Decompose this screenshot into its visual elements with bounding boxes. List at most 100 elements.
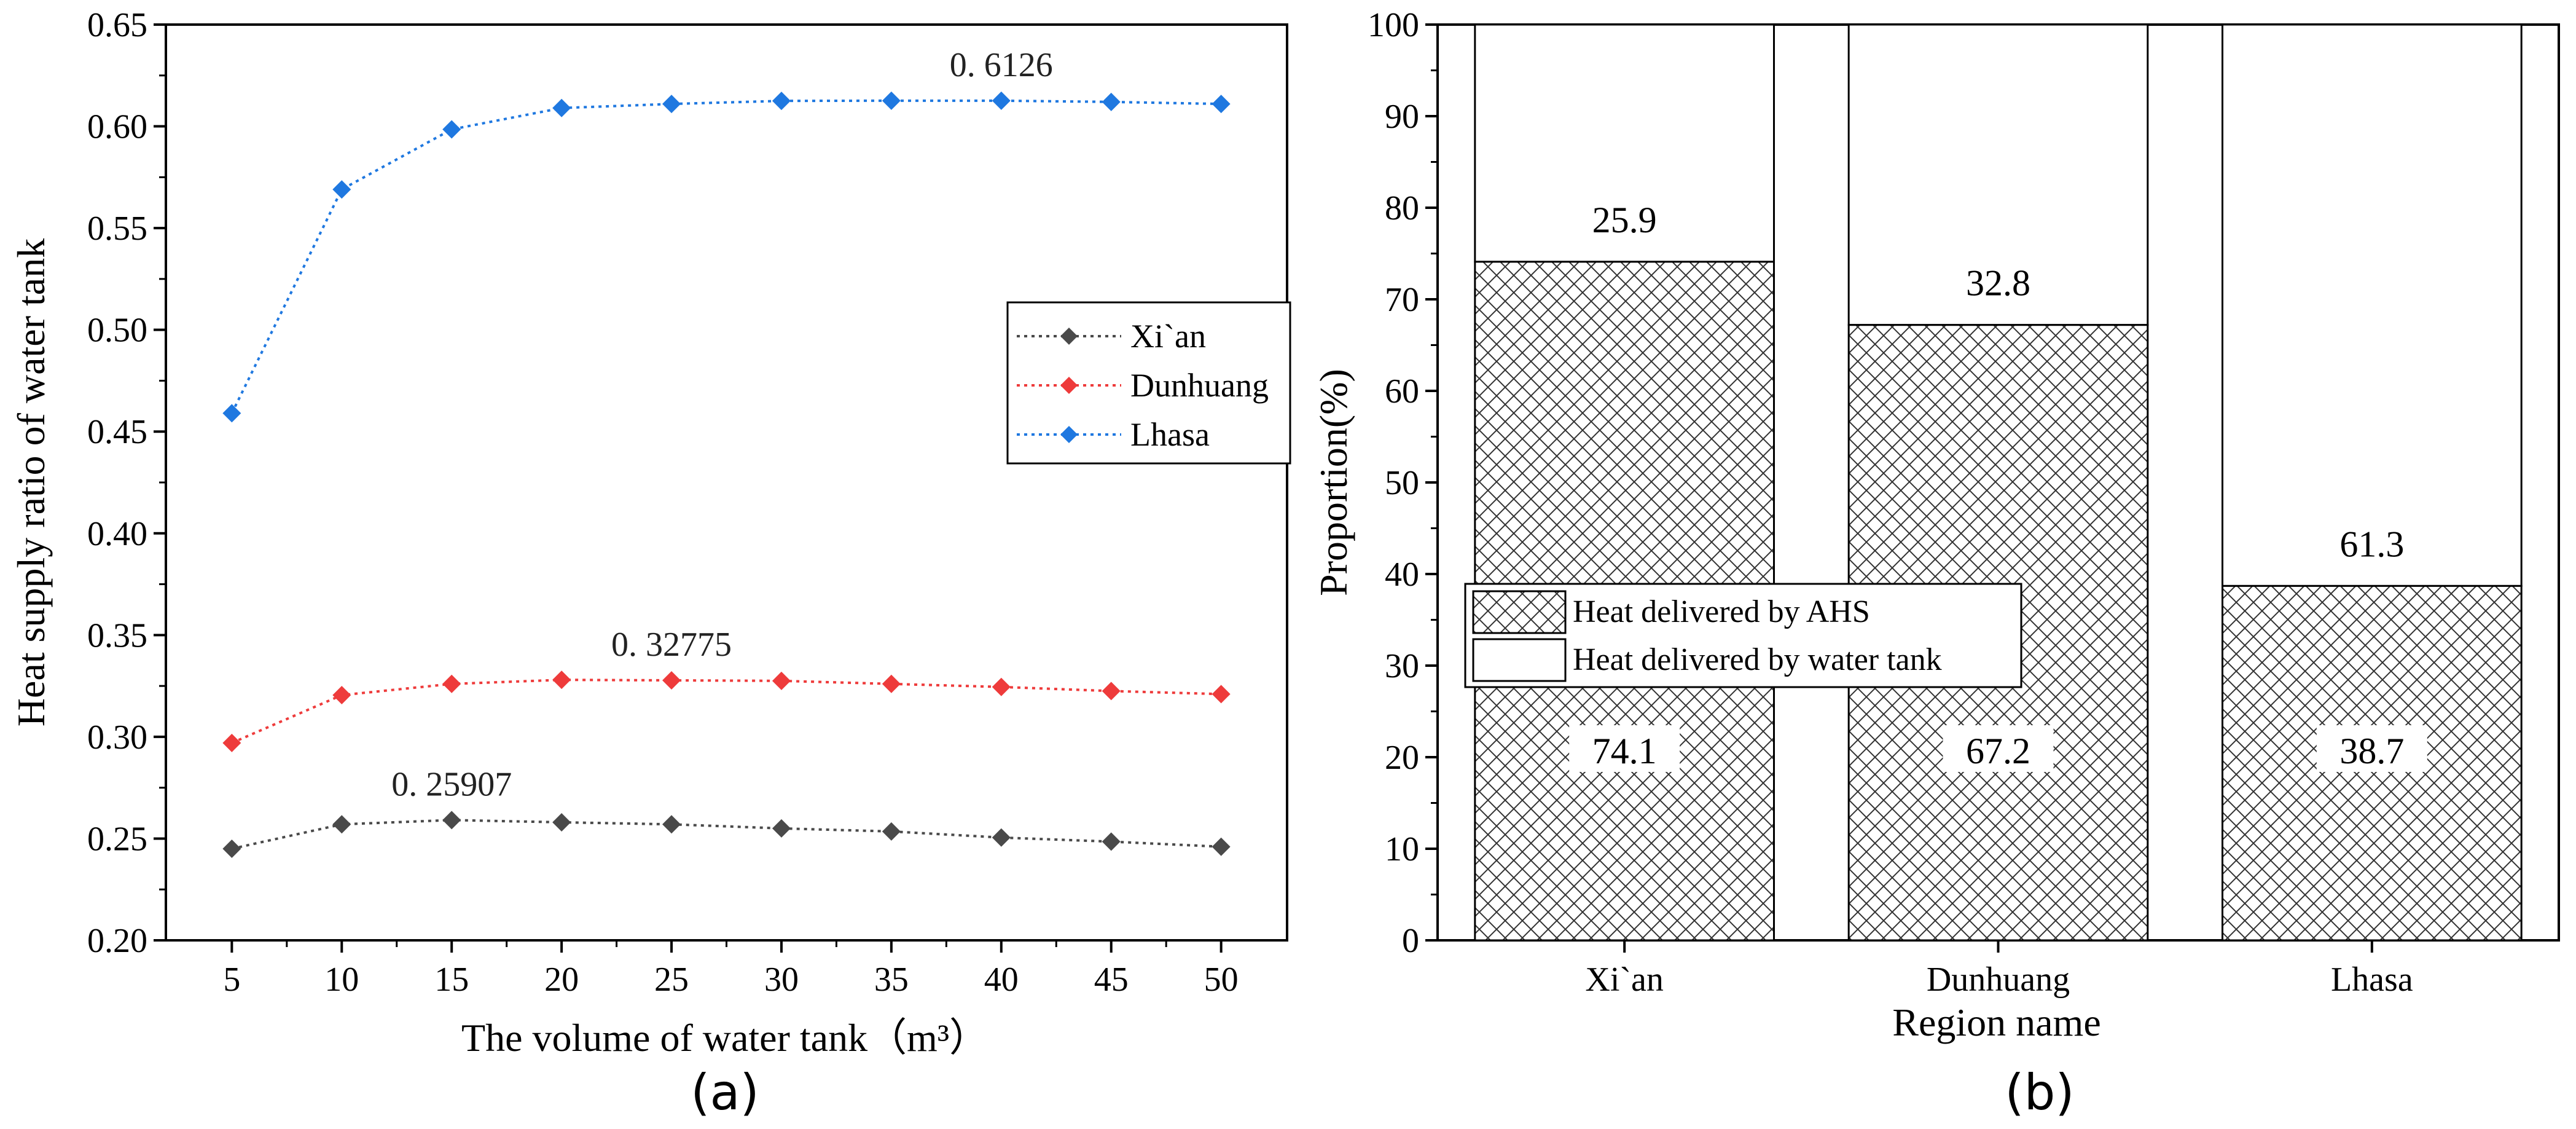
y-tick-label-b: 40: [1385, 556, 1419, 594]
data-point-dunhuang: [332, 686, 351, 705]
x-tick-label-a: 15: [434, 961, 469, 999]
bar-label-ahs-lhasa: 38.7: [2339, 731, 2404, 771]
y-axis-label-b: Proportion(%): [1312, 369, 1355, 596]
y-tick-label-a: 0.40: [87, 515, 147, 553]
line-chart-panel-a: 0.20 0.25 0.30 0.35 0.40 0.45 0.50 0.55 0.60 0.65…: [9, 6, 1291, 1121]
x-tick-label-a: 20: [544, 961, 579, 999]
y-tick-label-b: 90: [1385, 98, 1419, 136]
y-tick-label-b: 0: [1402, 922, 1419, 960]
x-tick-label-a: 30: [764, 961, 799, 999]
bar-water-tank-lhasa: [2222, 23, 2523, 587]
data-point-dunhuang: [662, 671, 681, 690]
bar-label-water-tank-dunhuang: 32.8: [1966, 263, 2030, 304]
data-point-lhasa: [662, 95, 681, 114]
y-tick-label-a: 0.45: [87, 413, 147, 451]
bar-label-ahs-dunhuang: 67.2: [1966, 731, 2030, 771]
legend-b: Heat delivered by AHS Heat delivered by …: [1464, 583, 2022, 688]
series-line-xi-an: [231, 819, 1221, 850]
data-point-lhasa: [882, 91, 901, 110]
data-point-lhasa: [1212, 95, 1231, 114]
bar-water-tank-xi-an: [1474, 23, 1775, 263]
bar-label-bg: [1943, 725, 2054, 772]
bar-chart-panel-b: 0 10 20 30 40 50 60 70 80 90 100 25.9 74.1 32.8 67.2 6…: [1312, 6, 2560, 1121]
y-axis-label-a: Heat supply ratio of water tank: [9, 238, 53, 726]
data-point-xi-an: [332, 815, 351, 834]
annotation-dunhuang: 0. 32775: [611, 626, 732, 664]
panel-label-b: (b): [2005, 1064, 2074, 1121]
x-tick-label-a: 50: [1204, 961, 1239, 999]
legend-label-lhasa: Lhasa: [1130, 416, 1210, 453]
legend-marker-dunhuang: [1060, 377, 1078, 394]
data-point-xi-an: [992, 828, 1011, 847]
y-tick-label-b: 100: [1368, 6, 1419, 44]
y-tick-label-b: 60: [1385, 372, 1419, 411]
bar-water-tank-dunhuang: [1847, 23, 2149, 326]
x-tick-label-a: 10: [324, 961, 359, 999]
data-point-lhasa: [222, 404, 241, 423]
y-tick-label-b: 20: [1385, 739, 1419, 777]
x-tick-label-b: Xi`an: [1585, 961, 1664, 999]
x-tick-label-b: Dunhuang: [1927, 961, 2070, 999]
data-point-lhasa: [992, 91, 1011, 110]
legend-marker-lhasa: [1060, 426, 1078, 443]
bar-label-water-tank-xi-an: 25.9: [1592, 200, 1657, 240]
x-tick-label-a: 25: [654, 961, 689, 999]
data-point-lhasa: [552, 98, 571, 117]
y-tick-label-b: 70: [1385, 281, 1419, 319]
data-point-dunhuang: [1212, 685, 1231, 704]
legend-swatch-water-tank: [1472, 638, 1567, 682]
legend-label-xi-an: Xi`an: [1130, 318, 1206, 355]
y-tick-label-b: 30: [1385, 647, 1419, 685]
data-point-xi-an: [442, 811, 461, 830]
y-tick-label-a: 0.20: [87, 922, 147, 960]
x-tick-label-a: 35: [874, 961, 909, 999]
y-tick-label-b: 80: [1385, 189, 1419, 227]
data-point-lhasa: [332, 180, 351, 199]
data-point-xi-an: [1102, 832, 1121, 851]
x-tick-label-a: 40: [984, 961, 1019, 999]
bar-label-bg: [1569, 725, 1680, 772]
data-point-dunhuang: [442, 674, 461, 693]
legend-swatch-ahs: [1472, 590, 1567, 634]
series-line-lhasa: [230, 99, 1221, 414]
data-point-xi-an: [772, 819, 791, 838]
panel-label-a: (a): [691, 1064, 759, 1121]
y-tick-label-b: 50: [1385, 464, 1419, 502]
y-tick-label-a: 0.30: [87, 718, 147, 757]
y-tick-label-b: 10: [1385, 830, 1419, 868]
y-tick-label-a: 0.65: [87, 6, 147, 44]
data-point-dunhuang: [222, 733, 241, 752]
data-point-lhasa: [1102, 92, 1121, 111]
y-tick-label-a: 0.60: [87, 108, 147, 146]
x-axis-label-a: The volume of water tank（m³）: [461, 1016, 989, 1060]
data-point-xi-an: [1212, 837, 1231, 856]
data-point-lhasa: [772, 92, 791, 111]
data-point-dunhuang: [552, 671, 571, 690]
data-point-xi-an: [882, 822, 901, 841]
bar-label-ahs-xi-an: 74.1: [1592, 731, 1657, 771]
y-tick-label-a: 0.35: [87, 616, 147, 655]
x-tick-label-a: 45: [1094, 961, 1129, 999]
legend-label-water-tank: Heat delivered by water tank: [1573, 642, 1942, 677]
data-point-xi-an: [662, 815, 681, 834]
y-tick-label-a: 0.50: [87, 312, 147, 350]
data-point-dunhuang: [992, 677, 1011, 696]
legend-marker-xi-an: [1060, 328, 1078, 345]
annotation-lhasa: 0. 6126: [950, 46, 1053, 84]
data-point-xi-an: [552, 812, 571, 832]
data-point-dunhuang: [772, 671, 791, 690]
x-tick-label-b: Lhasa: [2331, 961, 2413, 999]
legend-a: Xi`an Dunhuang Lhasa: [1006, 301, 1291, 465]
x-tick-label-a: 5: [223, 961, 240, 999]
legend-label-ahs: Heat delivered by AHS: [1573, 594, 1870, 629]
bar-label-water-tank-lhasa: 61.3: [2339, 524, 2404, 564]
annotation-xi-an: 0. 25907: [391, 765, 512, 803]
bar-label-bg: [2316, 725, 2427, 772]
series-line-dunhuang: [231, 679, 1221, 744]
data-point-dunhuang: [1102, 682, 1121, 701]
y-tick-label-a: 0.55: [87, 210, 147, 248]
data-point-dunhuang: [882, 674, 901, 693]
x-axis-label-b: Region name: [1892, 1001, 2100, 1044]
y-tick-label-a: 0.25: [87, 820, 147, 858]
